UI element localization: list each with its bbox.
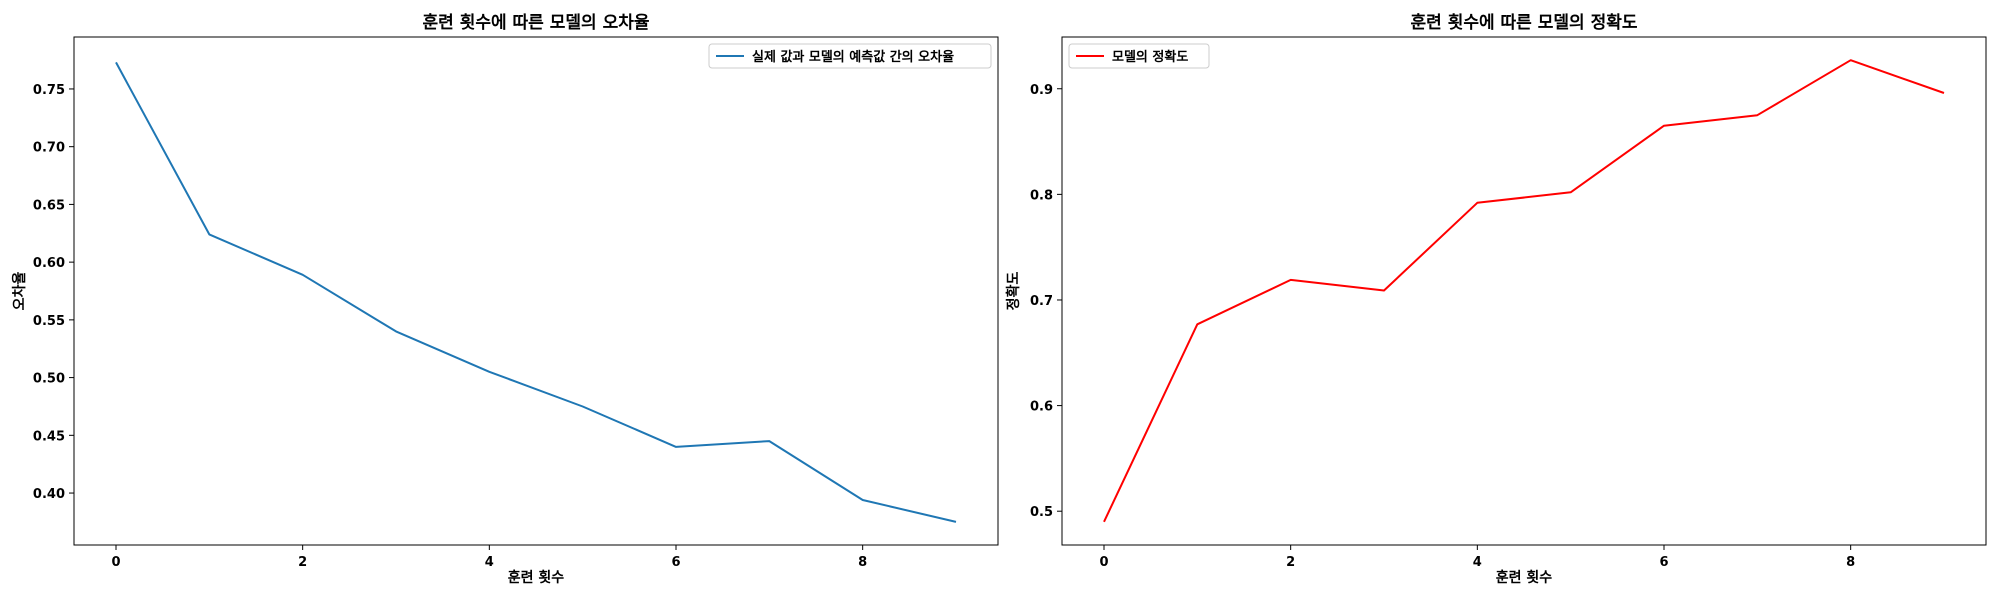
- x-axis-label: 훈련 횟수: [1496, 569, 1553, 586]
- plot-area: [73, 36, 999, 546]
- y-tick-label: 0.70: [33, 141, 65, 156]
- series-lines: [1103, 59, 1945, 523]
- series-line: [1103, 59, 1945, 523]
- series-lines: [115, 61, 957, 523]
- y-tick-label: 0.60: [33, 256, 65, 271]
- y-tick-label: 0.65: [33, 198, 65, 213]
- y-tick-label: 0.75: [33, 83, 65, 98]
- y-tick-label: 0.50: [33, 372, 65, 387]
- legend-label: 실제 값과 모델의 예측값 간의 오차율: [752, 49, 954, 65]
- legend: 실제 값과 모델의 예측값 간의 오차율: [708, 43, 992, 69]
- y-tick-label: 0.8: [1030, 188, 1053, 203]
- legend: 모델의 정확도: [1068, 43, 1210, 69]
- y-tick-label: 0.55: [33, 314, 65, 329]
- legend-label: 모델의 정확도: [1112, 49, 1188, 65]
- y-tick-label: 0.6: [1030, 400, 1053, 415]
- legend-frame: [1068, 43, 1210, 69]
- x-tick-label: 0: [1099, 555, 1108, 570]
- x-tick-label: 8: [1846, 555, 1855, 570]
- x-tick-label: 6: [1659, 555, 1668, 570]
- plot-area: [1061, 36, 1987, 546]
- chart-error-rate: 훈련 횟수에 따른 모델의 오차율 0 2 4 6 8 0.40 0.45 0.50 0.55…: [11, 12, 999, 586]
- y-tick-label: 0.40: [33, 487, 65, 502]
- x-tick-label: 8: [858, 555, 867, 570]
- legend-frame: [708, 43, 992, 69]
- x-tick-label: 4: [1473, 555, 1482, 570]
- y-tick-label: 0.45: [33, 429, 65, 444]
- x-tick-label: 2: [1286, 555, 1295, 570]
- y-tick-label: 0.9: [1030, 83, 1053, 98]
- x-tick-label: 4: [485, 555, 494, 570]
- y-axis-label: 오차율: [11, 272, 28, 311]
- x-tick-label: 2: [298, 555, 307, 570]
- chart-title: 훈련 횟수에 따른 모델의 오차율: [423, 12, 650, 33]
- x-tick-label: 6: [671, 555, 680, 570]
- y-axis-ticks: 0.40 0.45 0.50 0.55 0.60 0.65 0.70 0.75: [33, 83, 74, 502]
- y-axis-label: 정확도: [1005, 272, 1022, 311]
- x-axis-label: 훈련 횟수: [508, 569, 565, 586]
- chart-title: 훈련 횟수에 따른 모델의 정확도: [1411, 12, 1638, 33]
- y-tick-label: 0.5: [1030, 505, 1053, 520]
- series-line: [115, 61, 957, 523]
- x-axis-ticks: 0 2 4 6 8: [1099, 545, 1855, 570]
- x-axis-ticks: 0 2 4 6 8: [111, 545, 867, 570]
- y-axis-ticks: 0.5 0.6 0.7 0.8 0.9: [1030, 83, 1062, 520]
- y-tick-label: 0.7: [1030, 294, 1053, 309]
- x-tick-label: 0: [111, 555, 120, 570]
